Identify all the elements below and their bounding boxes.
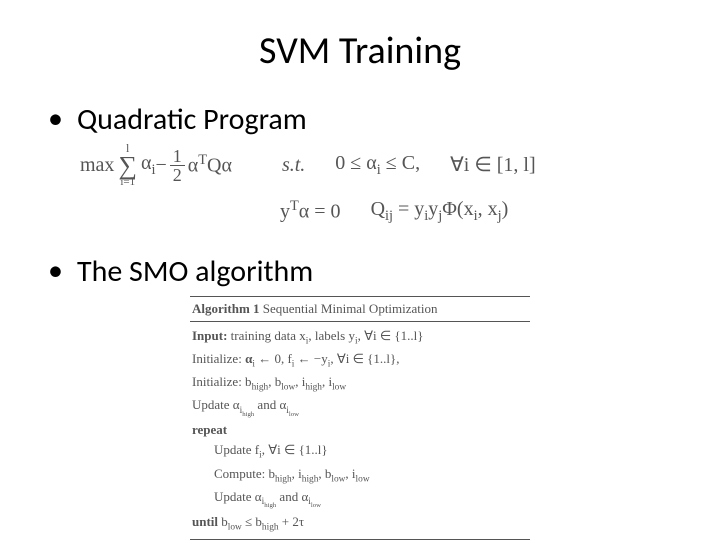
bullet-1-text: Quadratic Program <box>77 102 307 138</box>
forall-i: ∀i ∈ [1, l] <box>450 150 536 180</box>
quadratic-program-math: max l ∑ i=1 αi − 1 2 αTQα s.t. 0 ≤ αi ≤ … <box>80 142 680 228</box>
minus: − <box>155 150 166 180</box>
aTQa: αTQα <box>188 150 232 181</box>
bullet-2-text: The SMO algorithm <box>77 254 313 290</box>
algo-bottom-rule <box>190 539 530 540</box>
algo-until-line: until blow ≤ bhigh + 2τ <box>192 512 530 535</box>
sum-lower: i=1 <box>120 177 135 188</box>
algo-name: Sequential Minimal Optimization <box>260 301 438 316</box>
qp-objective-line: max l ∑ i=1 αi − 1 2 αTQα s.t. 0 ≤ αi ≤ … <box>80 142 680 188</box>
frac-den: 2 <box>170 166 185 184</box>
alpha-bound: 0 ≤ αi ≤ C, <box>335 148 420 182</box>
algo-update-alpha-line: Update αihigh and αilow <box>192 487 530 512</box>
Qij-def: Qij = yiyjΦ(xi, xj) <box>371 194 509 228</box>
one-half-frac: 1 2 <box>170 147 185 184</box>
alpha-i: αi <box>141 148 155 182</box>
subject-to: s.t. <box>282 150 305 180</box>
algo-update-f-line: Update fi, ∀i ∈ {1..l} <box>192 440 530 463</box>
frac-num: 1 <box>170 147 185 166</box>
yT-alpha: yTα = 0 <box>280 196 341 227</box>
qp-constraint-line: yTα = 0 Qij = yiyjΦ(xi, xj) <box>280 194 680 228</box>
algo-init1-line: Initialize: αi ← 0, fi ← −yi, ∀i ∈ {1..l… <box>192 349 530 372</box>
algo-title-line: Algorithm 1 Sequential Minimal Optimizat… <box>190 297 530 321</box>
bullet-dot-icon: • <box>48 256 63 286</box>
bullet-dot-icon: • <box>48 104 63 134</box>
bullet-2: • The SMO algorithm <box>48 254 680 290</box>
algo-repeat-line: repeat <box>192 420 530 440</box>
smo-algorithm-box: Algorithm 1 Sequential Minimal Optimizat… <box>190 296 530 540</box>
algo-input-line: Input: training data xi, labels yi, ∀i ∈… <box>192 326 530 349</box>
sigma-icon: ∑ <box>118 154 137 177</box>
slide-title: SVM Training <box>40 28 680 74</box>
max-label: max <box>80 150 114 180</box>
algo-update-outer-line: Update αihigh and αilow <box>192 395 530 420</box>
bullet-1: • Quadratic Program <box>48 102 680 138</box>
algo-body: Input: training data xi, labels yi, ∀i ∈… <box>190 322 530 538</box>
sum-symbol: l ∑ i=1 <box>118 142 137 188</box>
algo-compute-line: Compute: bhigh, ihigh, blow, ilow <box>192 464 530 487</box>
algo-init2-line: Initialize: bhigh, blow, ihigh, ilow <box>192 372 530 395</box>
algo-number: Algorithm 1 <box>192 301 260 316</box>
